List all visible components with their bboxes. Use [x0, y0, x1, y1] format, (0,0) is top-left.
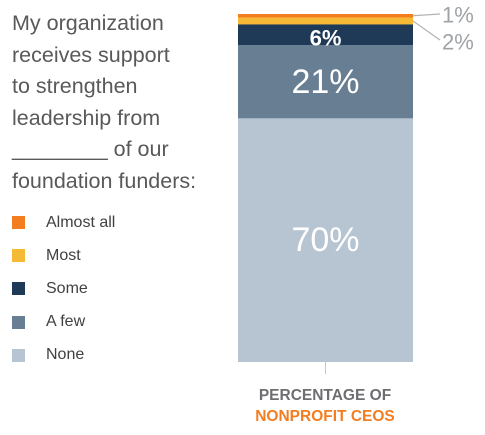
chart-legend: Almost all Most Some A few None: [12, 206, 212, 372]
question-line: to strengthen: [12, 74, 138, 98]
bar-segment-none: [238, 118, 413, 363]
bar-segment-most: [238, 17, 413, 25]
question-line: ________ of our: [12, 137, 169, 161]
bar-segment-a-few: [238, 45, 413, 119]
legend-swatch: [12, 348, 25, 362]
axis-caption: PERCENTAGE OF NONPROFIT CEOS: [230, 385, 420, 427]
legend-swatch: [12, 315, 25, 329]
legend-swatch: [12, 249, 25, 263]
data-label-most: 2%: [442, 30, 474, 55]
legend-swatch: [12, 282, 25, 296]
caption-line-1: PERCENTAGE OF: [258, 387, 392, 404]
legend-label: Almost all: [46, 213, 116, 231]
legend-item-almost-all: Almost all: [12, 206, 212, 239]
question-line: My organization: [12, 11, 164, 35]
bar-segment-some: [238, 24, 413, 46]
question-text: My organization receives support to stre…: [12, 8, 232, 197]
question-line: receives support: [12, 42, 170, 67]
legend-label: Some: [46, 279, 88, 297]
caption-line-2: NONPROFIT CEOS: [255, 408, 395, 425]
legend-label: Most: [46, 246, 81, 264]
legend-swatch: [12, 216, 25, 230]
legend-label: None: [46, 346, 85, 364]
legend-item-a-few: A few: [12, 306, 212, 339]
leader-line-most: [412, 20, 441, 41]
data-label-a-few: 21%: [291, 63, 359, 101]
question-line: foundation funders:: [12, 168, 197, 193]
question-line: leadership from: [12, 105, 161, 130]
leader-line-almost-all: [412, 13, 441, 17]
bar-segment-almost-all: [238, 14, 413, 18]
legend-item-most: Most: [12, 239, 212, 272]
data-label-some: 6%: [310, 25, 342, 50]
data-label-none: 70%: [291, 221, 359, 259]
legend-label: A few: [46, 313, 86, 331]
legend-item-some: Some: [12, 272, 212, 305]
legend-item-none: None: [12, 339, 212, 372]
data-label-almost-all: 1%: [442, 3, 474, 28]
